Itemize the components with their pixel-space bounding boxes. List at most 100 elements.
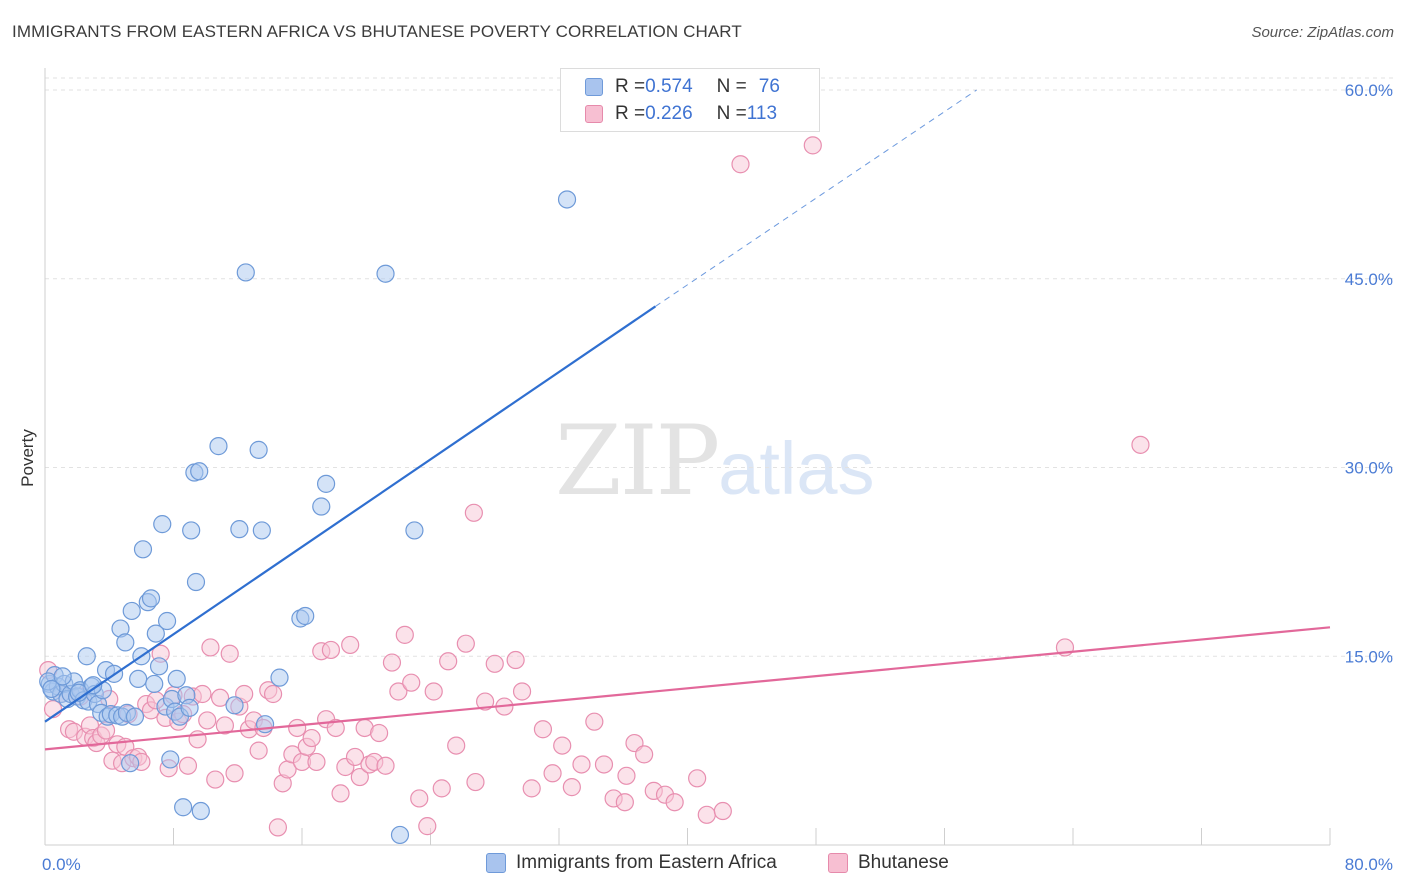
legend-n-value: 113: [746, 103, 778, 124]
bhutanese-point: [432, 779, 451, 798]
bhutanese-point: [302, 728, 321, 748]
bhutanese-point: [220, 644, 239, 663]
bottom-legend-swatch-pink: [828, 853, 848, 873]
legend-n-label: N =: [716, 76, 747, 97]
series-bhutanese-points: [39, 136, 1150, 837]
bhutanese-point: [288, 718, 307, 738]
eastern-africa-point: [209, 437, 228, 456]
bhutanese-point: [382, 653, 402, 672]
bhutanese-point: [410, 789, 429, 808]
axes: [44, 68, 1331, 846]
legend-r-value: 0.226: [645, 103, 693, 124]
bhutanese-trend-line: [44, 626, 1331, 751]
bhutanese-point: [585, 712, 604, 731]
eastern-africa-point: [252, 521, 271, 540]
eastern-africa-point: [161, 750, 180, 769]
bhutanese-point: [635, 745, 654, 764]
bhutanese-point: [447, 736, 466, 755]
bhutanese-point: [193, 684, 212, 704]
bottom-legend: Immigrants from Eastern Africa Bhutanese: [0, 852, 1406, 878]
eastern-africa-point: [129, 669, 148, 689]
y-tick-label: 45.0%: [1345, 270, 1393, 289]
bhutanese-point: [201, 638, 220, 657]
eastern-africa-point: [255, 715, 275, 734]
bhutanese-point: [268, 818, 288, 837]
chart-title: IMMIGRANTS FROM EASTERN AFRICA VS BHUTAN…: [12, 22, 742, 41]
bhutanese-point: [215, 716, 234, 735]
bhutanese-point: [456, 634, 475, 653]
eastern-africa-point: [53, 667, 72, 686]
eastern-africa-point: [167, 669, 186, 689]
bhutanese-point: [731, 155, 750, 174]
eastern-africa-point: [376, 264, 395, 283]
eastern-africa-point: [122, 601, 141, 621]
legend-r-label: R =: [615, 103, 646, 124]
legend-swatch-pink: [585, 105, 603, 123]
bhutanese-point: [424, 682, 443, 701]
bhutanese-point: [688, 769, 707, 788]
watermark-atlas: atlas: [718, 427, 875, 510]
eastern-africa-point: [270, 668, 289, 687]
bhutanese-point: [225, 764, 244, 783]
watermark-zip: ZIP: [555, 405, 720, 517]
eastern-africa-point: [42, 679, 61, 699]
bhutanese-point: [553, 736, 572, 755]
eastern-africa-point: [180, 698, 199, 717]
bhutanese-point: [307, 752, 326, 772]
bhutanese-point: [594, 755, 614, 774]
y-tick-label: 60.0%: [1345, 81, 1393, 100]
eastern-africa-point: [249, 440, 268, 459]
bhutanese-point: [562, 778, 581, 797]
eastern-africa-point: [174, 798, 193, 817]
y-tick-label: 15.0%: [1345, 647, 1393, 666]
eastern-africa-point: [125, 707, 145, 726]
bhutanese-point: [331, 784, 350, 803]
bhutanese-point: [533, 720, 553, 739]
eastern-africa-point: [557, 190, 577, 209]
bottom-legend-swatch-blue: [486, 853, 506, 873]
eastern-africa-point: [77, 647, 96, 666]
eastern-africa-point: [230, 520, 249, 539]
bottom-legend-bhutanese: Bhutanese: [828, 852, 949, 874]
eastern-africa-point: [116, 633, 135, 652]
bhutanese-point: [418, 817, 437, 836]
eastern-africa-point: [141, 589, 161, 608]
bhutanese-point: [402, 673, 421, 692]
bhutanese-point: [506, 650, 525, 670]
bhutanese-point: [522, 779, 541, 798]
legend-row-eastern-africa: R = 0.574 N = 76: [585, 75, 780, 99]
eastern-africa-point: [133, 540, 153, 559]
bhutanese-point: [572, 755, 591, 774]
bhutanese-point: [713, 801, 732, 821]
bhutanese-point: [697, 805, 716, 824]
eastern-africa-point: [191, 801, 210, 821]
eastern-africa-point: [145, 674, 164, 694]
bhutanese-point: [326, 718, 345, 738]
eastern-africa-point: [157, 611, 177, 631]
eastern-africa-point: [121, 754, 140, 773]
eastern-africa-point: [149, 657, 169, 676]
eastern-africa-point: [190, 462, 209, 481]
bhutanese-point: [206, 770, 225, 789]
bhutanese-point: [249, 741, 268, 760]
bhutanese-point: [345, 747, 365, 767]
eastern-africa-point: [390, 825, 410, 845]
bhutanese-point: [803, 136, 822, 155]
bhutanese-point: [543, 764, 562, 783]
eastern-africa-trend-extension: [655, 89, 977, 307]
bhutanese-point: [476, 692, 495, 711]
bhutanese-point: [512, 682, 532, 701]
eastern-africa-point: [186, 572, 206, 592]
bhutanese-point: [395, 625, 414, 644]
eastern-africa-point: [405, 521, 424, 540]
bhutanese-point: [389, 682, 408, 701]
x-tick-label: 80.0%: [1345, 855, 1393, 874]
legend-r-label: R =: [615, 76, 646, 97]
bhutanese-point: [439, 652, 458, 671]
bhutanese-point: [210, 688, 230, 707]
tick-labels: 15.0% 30.0% 45.0% 60.0% 0.0% 80.0%: [42, 81, 1393, 874]
bottom-legend-eastern-africa: Immigrants from Eastern Africa: [486, 852, 777, 874]
legend-r-value: 0.574: [645, 76, 693, 97]
legend-n-value: 76: [758, 76, 780, 97]
